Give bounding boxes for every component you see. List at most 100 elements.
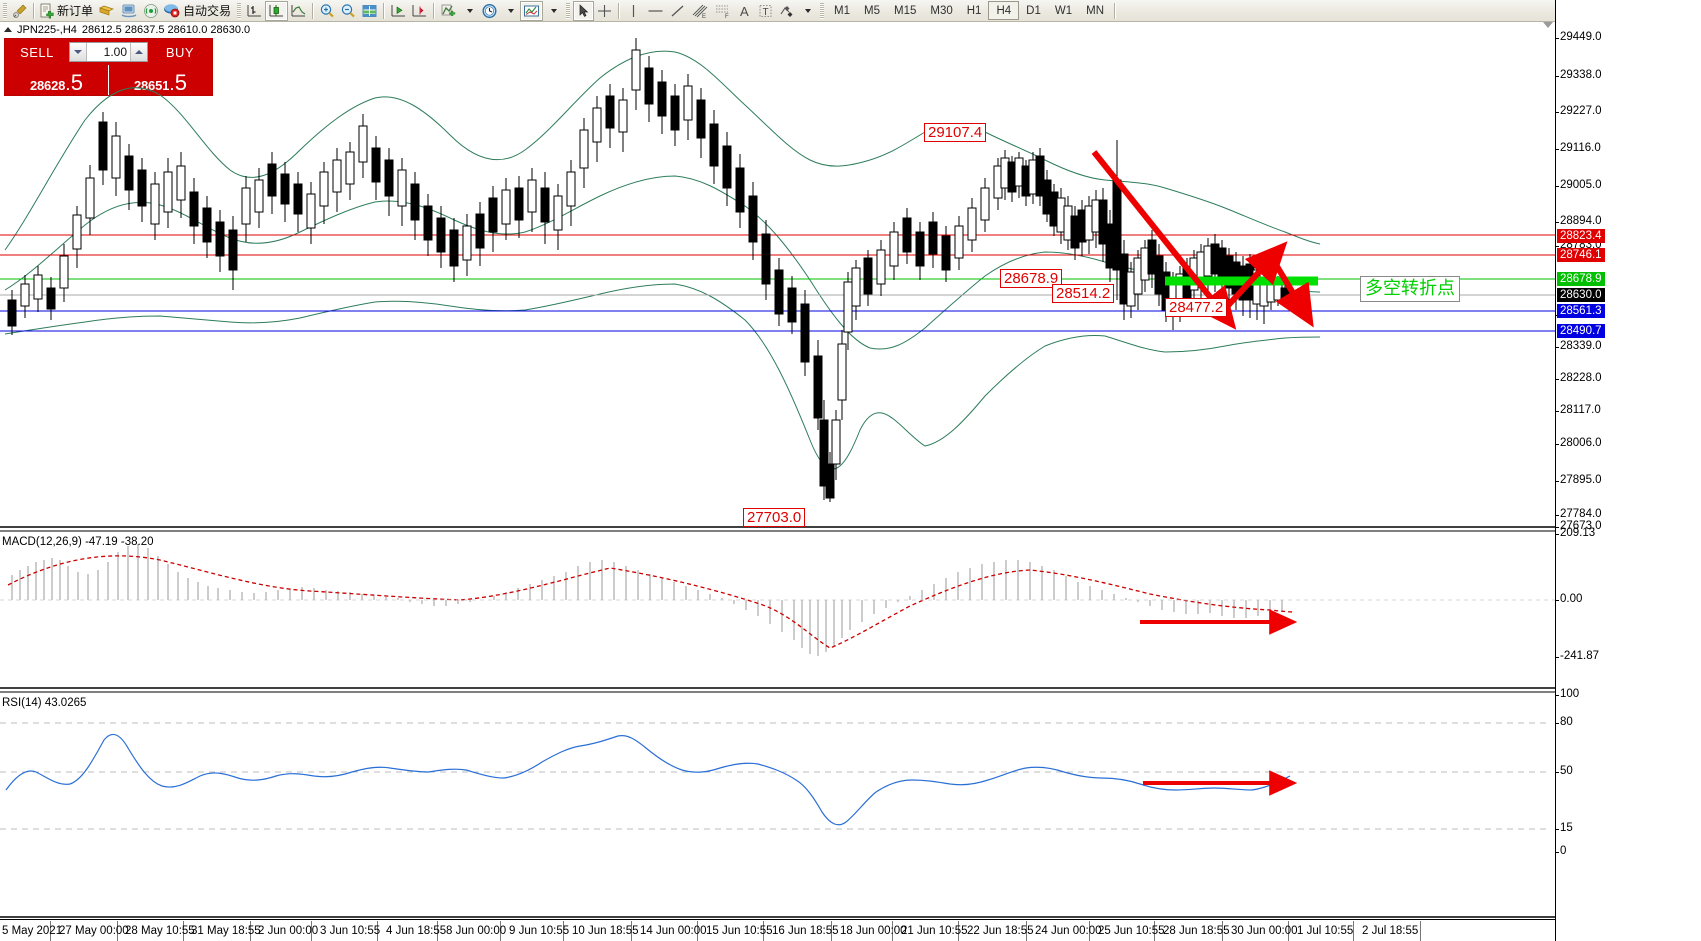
time-separator (1288, 921, 1289, 941)
time-separator (1222, 921, 1223, 941)
vertical-line-icon[interactable] (623, 1, 644, 21)
collapse-triangle-icon[interactable] (4, 27, 12, 32)
volume-stepper[interactable]: 1.00 (69, 42, 148, 62)
candlestick-icon[interactable] (265, 0, 289, 21)
macd-indicator-label[interactable]: MACD(12,26,9) -47.19 -38.20 (2, 536, 154, 548)
volume-value[interactable]: 1.00 (103, 45, 127, 59)
time-label: 5 May 2021 (2, 925, 63, 937)
zoom-out-icon[interactable] (338, 1, 359, 21)
timeframe-m5[interactable]: M5 (864, 4, 880, 17)
volume-decrease-button[interactable] (70, 43, 87, 61)
time-label: 25 Jun 10:55 (1098, 925, 1165, 937)
toolbar-grip-2[interactable] (237, 2, 242, 19)
bar-chart-icon[interactable] (244, 1, 265, 21)
price-tag-support-blue-2[interactable]: 28490.7 (1557, 324, 1605, 338)
text-icon[interactable]: A (734, 1, 755, 21)
price-tag-support-blue-1[interactable]: 28561.3 (1557, 304, 1605, 318)
shapes-icon[interactable] (776, 1, 797, 21)
timeframe-m1[interactable]: M1 (834, 4, 851, 17)
trend-arrows[interactable] (1091, 150, 1314, 330)
price-scale[interactable]: 29449.0 29338.0 29227.0 29116.0 29005.0 … (1555, 0, 1701, 941)
autoscroll-icon[interactable] (388, 1, 409, 21)
toolbar-separator (33, 2, 35, 19)
grid-icon[interactable] (359, 1, 380, 21)
rsi-tick: 50 (1556, 765, 1573, 777)
new-order-button[interactable]: 新订单 (38, 1, 96, 21)
macd-tick: 0.00 (1555, 593, 1583, 605)
sell-price[interactable]: 28628 . 5 (5, 65, 108, 95)
volume-increase-button[interactable] (130, 43, 147, 61)
settings-icon[interactable] (10, 1, 30, 21)
time-separator (958, 921, 959, 941)
crosshair-icon[interactable] (594, 1, 615, 21)
annotation-29107[interactable]: 29107.4 (924, 123, 987, 142)
timeframe-h4[interactable]: H4 (988, 1, 1020, 20)
timeframe-d1[interactable]: D1 (1026, 4, 1041, 17)
cursor-icon[interactable] (573, 0, 595, 21)
timeframe-h1[interactable]: H1 (966, 4, 982, 17)
annotation-28514[interactable]: 28514.2 (1052, 284, 1115, 303)
rsi-indicator-label[interactable]: RSI(14) 43.0265 (2, 697, 87, 709)
up-arrow-1[interactable] (1219, 241, 1288, 315)
clock-icon[interactable] (479, 1, 500, 21)
timeframe-m30[interactable]: M30 (930, 4, 953, 17)
time-axis[interactable]: 5 May 2021 27 May 00:00 28 May 10:55 31 … (0, 919, 1555, 941)
line-chart-icon[interactable] (288, 1, 309, 21)
fibonacci-icon[interactable]: F (711, 1, 734, 21)
rsi-tick: 100 (1555, 688, 1580, 700)
price-tick: 29227.0 (1556, 105, 1602, 117)
timeframe-m15[interactable]: M15 (894, 4, 917, 17)
down-arrow-1[interactable] (1091, 150, 1237, 330)
text-label-icon[interactable]: T (755, 1, 776, 21)
price-tag-current-bid[interactable]: 28630.0 (1557, 288, 1605, 302)
annotation-28678[interactable]: 28678.9 (1000, 269, 1063, 288)
new-order-label: 新订单 (57, 4, 94, 18)
sell-button[interactable]: SELL (20, 44, 54, 60)
price-chart-canvas[interactable] (0, 0, 1555, 941)
templates-dropdown[interactable] (543, 1, 563, 21)
price-tick: 29116.0 (1556, 142, 1601, 154)
indicators-icon[interactable] (438, 1, 459, 21)
sell-price-dot: . (66, 78, 70, 93)
periods-dropdown[interactable] (500, 1, 520, 21)
autotrading-button[interactable]: 自动交易 (162, 1, 234, 21)
zoom-in-icon[interactable] (317, 1, 338, 21)
time-separator (437, 921, 438, 941)
annotation-27703[interactable]: 27703.0 (743, 508, 806, 527)
toolbar-separator-5 (433, 2, 436, 19)
timeframe-mn[interactable]: MN (1086, 4, 1104, 17)
annotation-28477[interactable]: 28477.2 (1165, 298, 1228, 317)
price-tag-resistance-1[interactable]: 28823.4 (1557, 229, 1605, 243)
one-click-trading-panel: SELL 1.00 BUY 28628 . 5 28651 . 5 (4, 38, 213, 96)
timeframe-w1[interactable]: W1 (1054, 4, 1073, 17)
templates-icon[interactable] (520, 0, 544, 21)
time-separator (1154, 921, 1155, 941)
price-tag-support-green[interactable]: 28678.9 (1557, 272, 1605, 286)
annotation-turning-point[interactable]: 多空转折点 (1360, 276, 1460, 302)
svg-text:F: F (725, 14, 729, 19)
folder-icon[interactable] (96, 1, 118, 21)
channel-icon[interactable]: E (688, 1, 711, 21)
indicators-dropdown[interactable] (459, 1, 479, 21)
time-separator (1026, 921, 1027, 941)
price-tick: 28117.0 (1556, 404, 1601, 416)
buy-button[interactable]: BUY (165, 44, 195, 60)
down-arrow-2[interactable] (1269, 256, 1314, 328)
buy-price[interactable]: 28651 . 5 (109, 65, 212, 95)
oct-price-row: 28628 . 5 28651 . 5 (5, 65, 212, 95)
price-tag-resistance-2[interactable]: 28746.1 (1557, 248, 1605, 262)
scroll-indicator-icon[interactable] (1543, 22, 1553, 28)
toolbar-grip-3[interactable] (566, 2, 571, 19)
time-separator (831, 921, 832, 941)
autotrading-icon (164, 3, 180, 17)
horizontal-line-icon[interactable] (644, 1, 667, 21)
signals-icon[interactable] (140, 1, 162, 21)
shapes-dropdown[interactable] (797, 1, 817, 21)
chartshift-icon[interactable] (409, 1, 430, 21)
toolbar-grip-4[interactable] (820, 2, 825, 19)
time-label: 1 Jul 10:55 (1297, 925, 1354, 937)
toolbar-grip[interactable] (3, 2, 7, 19)
trendline-icon[interactable] (667, 1, 688, 21)
terminal-icon[interactable] (118, 1, 140, 21)
